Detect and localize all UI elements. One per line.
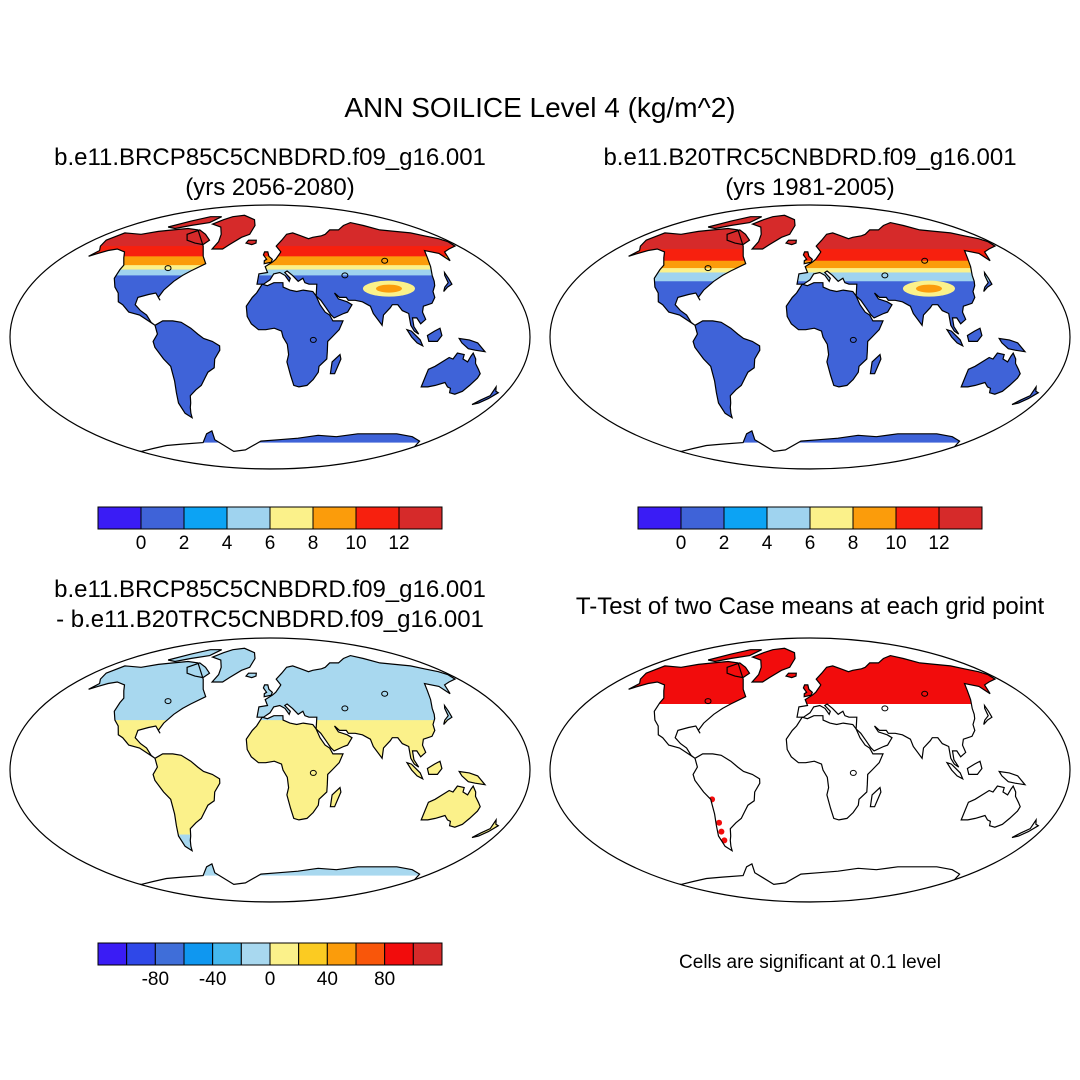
colorbar-swatch xyxy=(154,942,185,966)
colorbar-swatch xyxy=(269,942,300,966)
colorbar-case1: 0 2 4 6 8 10 12 xyxy=(97,506,443,549)
colorbar-swatch xyxy=(398,506,443,530)
colorbar-swatch xyxy=(183,942,214,966)
colorbar-swatch xyxy=(809,506,854,530)
colorbar-tick-label: 10 xyxy=(885,533,906,549)
colorbar-swatch xyxy=(140,506,185,530)
colorbar-swatch xyxy=(212,942,242,966)
colorbar-swatch xyxy=(384,942,414,966)
colorbar-swatch xyxy=(680,506,725,530)
panel-title-ttest-line1: T-Test of two Case means at each grid po… xyxy=(575,593,1045,620)
colorbar-swatch xyxy=(226,506,271,530)
colorbar-tick-label: 0 xyxy=(676,533,687,549)
panel-title-difference-line1: b.e11.BRCP85C5CNBDRD.f09_g16.001 xyxy=(54,576,486,603)
panel-title-difference-line2: - b.e11.B20TRC5CNBDRD.f09_g16.001 xyxy=(56,606,484,633)
colorbar-swatch xyxy=(269,506,314,530)
colorbar-tick-label: -40 xyxy=(199,969,226,985)
colorbar-swatch xyxy=(637,506,682,530)
colorbar-swatch xyxy=(240,942,271,966)
colorbar-swatch xyxy=(355,942,386,966)
colorbar-case2: 0 2 4 6 8 10 12 xyxy=(637,506,983,549)
colorbar-difference: -80 -40 0 40 80 xyxy=(97,942,443,985)
colorbar-swatch xyxy=(97,942,128,966)
colorbar-swatch xyxy=(723,506,768,530)
panel-title-case2-line1: b.e11.B20TRC5CNBDRD.f09_g16.001 xyxy=(603,144,1017,171)
panel-title-difference: b.e11.BRCP85C5CNBDRD.f09_g16.001 - b.e11… xyxy=(0,575,540,635)
colorbar-tick-label: 0 xyxy=(136,533,147,549)
panel-title-case2-line2: (yrs 1981-2005) xyxy=(725,174,895,201)
colorbar-tick-label: -80 xyxy=(142,969,169,985)
panel-title-case1: b.e11.BRCP85C5CNBDRD.f09_g16.001 (yrs 20… xyxy=(0,143,540,203)
colorbar-swatch xyxy=(852,506,897,530)
colorbar-tick-label: 6 xyxy=(805,533,816,549)
colorbar-swatch xyxy=(895,506,940,530)
colorbar-tick-label: 0 xyxy=(265,969,276,985)
colorbar-tick-label: 8 xyxy=(848,533,859,549)
colorbar-tick-label: 4 xyxy=(222,533,233,549)
colorbar-tick-label: 4 xyxy=(762,533,773,549)
panel-title-case1-line2: (yrs 2056-2080) xyxy=(185,174,355,201)
map-difference xyxy=(9,637,531,903)
map-ttest xyxy=(549,637,1071,903)
colorbar-swatch xyxy=(326,942,357,966)
colorbar-swatch xyxy=(312,506,357,530)
colorbar-tick-label: 80 xyxy=(374,969,395,985)
colorbar-tick-label: 10 xyxy=(345,533,366,549)
colorbar-tick-label: 8 xyxy=(308,533,319,549)
colorbar-swatch xyxy=(938,506,983,530)
panel-title-ttest: T-Test of two Case means at each grid po… xyxy=(540,592,1080,622)
colorbar-swatch xyxy=(412,942,443,966)
map-case1 xyxy=(9,204,531,470)
colorbar-swatch xyxy=(298,942,328,966)
colorbar-swatch xyxy=(97,506,142,530)
colorbar-swatch xyxy=(183,506,228,530)
colorbar-tick-label: 6 xyxy=(265,533,276,549)
colorbar-swatch xyxy=(126,942,156,966)
colorbar-tick-label: 12 xyxy=(388,533,409,549)
panel-title-case2: b.e11.B20TRC5CNBDRD.f09_g16.001 (yrs 198… xyxy=(540,143,1080,203)
colorbar-tick-label: 12 xyxy=(928,533,949,549)
panel-title-case1-line1: b.e11.BRCP85C5CNBDRD.f09_g16.001 xyxy=(54,144,486,171)
significance-note: Cells are significant at 0.1 level xyxy=(679,952,941,973)
colorbar-tick-label: 2 xyxy=(719,533,730,549)
main-title: ANN SOILICE Level 4 (kg/m^2) xyxy=(344,92,736,123)
colorbar-swatch xyxy=(766,506,811,530)
map-case2 xyxy=(549,204,1071,470)
colorbar-tick-label: 2 xyxy=(179,533,190,549)
colorbar-tick-label: 40 xyxy=(317,969,338,985)
colorbar-swatch xyxy=(355,506,400,530)
